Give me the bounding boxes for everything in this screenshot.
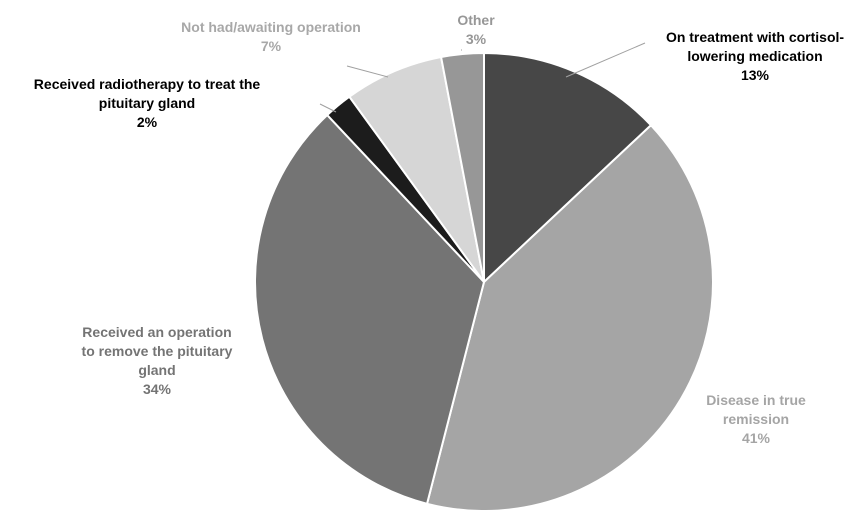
slice-label-line: gland xyxy=(138,362,175,378)
slice-label-line: On treatment with cortisol- xyxy=(666,29,844,45)
slice-label-4: Not had/awaiting operation 7% xyxy=(181,19,361,54)
slice-value-label: 41% xyxy=(742,430,771,446)
leader-line-3 xyxy=(319,103,337,113)
slice-value-label: 13% xyxy=(741,67,770,83)
slice-labels: On treatment with cortisol-lowering medi… xyxy=(34,12,845,446)
slice-label-3: Received radiotherapy to treat the pituit… xyxy=(34,76,261,130)
pie-slices xyxy=(254,51,714,510)
leader-lines xyxy=(319,42,646,113)
slice-label-1: Disease in true remission 41% xyxy=(706,392,806,446)
slice-value-label: 2% xyxy=(137,114,158,130)
slice-label-line: pituitary gland xyxy=(99,95,195,111)
slice-label-line: Received an operation xyxy=(82,324,231,340)
slice-label-line: Received radiotherapy to treat the xyxy=(34,76,261,92)
slice-value-label: 34% xyxy=(143,381,172,397)
slice-label-line: to remove the pituitary xyxy=(82,343,233,359)
slice-label-line: Not had/awaiting operation xyxy=(181,19,361,35)
slice-value-label: 3% xyxy=(466,31,487,47)
slice-label-line: remission xyxy=(723,411,789,427)
pie-slice-5 xyxy=(439,51,485,283)
slice-label-0: On treatment with cortisol-lowering medi… xyxy=(666,29,844,83)
leader-line-4 xyxy=(346,65,389,78)
slice-label-5: Other 3% xyxy=(457,12,495,47)
slice-label-line: Other xyxy=(457,12,495,28)
pie-slice-2 xyxy=(254,113,486,506)
pie-slice-0 xyxy=(483,51,653,285)
slice-value-label: 7% xyxy=(261,38,282,54)
slice-label-line: Disease in true xyxy=(706,392,806,408)
slice-label-2: Received an operation to remove the pitui… xyxy=(82,324,233,397)
leader-line-0 xyxy=(565,42,646,78)
slice-label-line: lowering medication xyxy=(687,48,822,64)
